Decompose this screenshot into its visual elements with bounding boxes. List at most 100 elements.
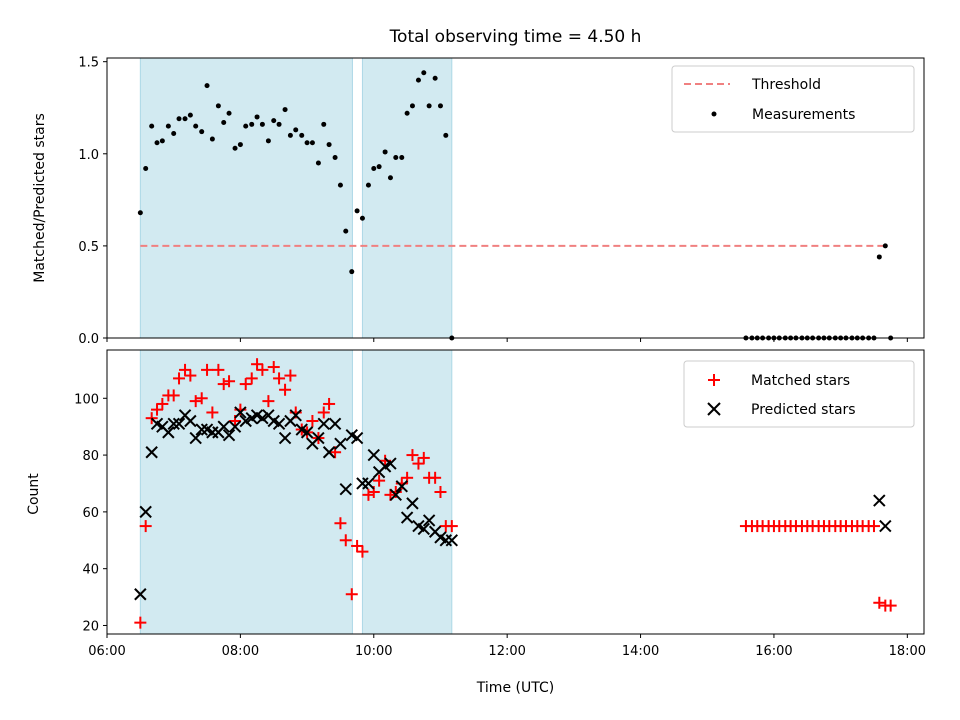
matched-star-point <box>379 454 392 467</box>
y-tick-label: 0.0 <box>78 332 99 347</box>
matched-star-point <box>417 451 430 464</box>
y-tick-label: 1.5 <box>78 56 99 71</box>
matched-star-point <box>201 363 214 376</box>
matched-star-point <box>267 361 280 374</box>
measurement-point <box>199 129 205 135</box>
plot-frame <box>106 57 925 339</box>
predicted-star-point <box>256 411 269 425</box>
legend-measurements: Measurements <box>752 107 855 123</box>
predicted-star-point <box>195 423 208 436</box>
x-tick-label: 16:00 <box>755 644 792 659</box>
measurement-point <box>165 123 171 129</box>
predicted-star-point <box>322 446 336 459</box>
measurement-point <box>254 114 260 120</box>
predicted-star-point <box>272 417 286 431</box>
matched-star-point <box>445 520 458 533</box>
matched-star-point <box>223 375 236 388</box>
measurement-point <box>321 121 327 127</box>
matched-star-point <box>167 389 180 402</box>
matched-star-point <box>134 616 147 629</box>
matched-star-point <box>256 363 269 376</box>
top-panel: Total observing time = 4.50 h 0.0 0.5 1.0 1… <box>32 27 925 347</box>
predicted-star-point <box>339 482 352 496</box>
predicted-star-point <box>873 494 886 507</box>
predicted-star-point <box>222 428 236 442</box>
top-legend: Threshold Measurements <box>671 65 915 133</box>
measurement-point <box>243 123 249 129</box>
x-tick-label: 08:00 <box>222 644 259 659</box>
measurement-point <box>171 131 177 137</box>
matched-star-point <box>434 486 447 498</box>
bottom-panel: 20 40 60 80 100 06:00 08:00 10:00 12:00 14:00 16:0… <box>26 349 926 696</box>
predicted-star-point <box>400 511 414 524</box>
matched-star-point <box>429 471 442 484</box>
measurements-legend-marker <box>711 111 717 117</box>
measurement-point <box>404 110 410 116</box>
measurement-point <box>399 154 405 160</box>
matched-star-point <box>317 406 330 419</box>
predicted-star-point <box>289 409 302 422</box>
predicted-star-point <box>317 417 330 431</box>
x-tick-label: 06:00 <box>88 644 125 659</box>
legend-box <box>671 65 915 133</box>
measurement-point <box>393 154 399 160</box>
predicted-star-point <box>239 414 252 428</box>
y-tick-label: 0.5 <box>78 240 99 255</box>
measurement-point <box>204 83 210 89</box>
measurement-point <box>293 127 299 133</box>
chart-title: Total observing time = 4.50 h <box>389 27 642 47</box>
predicted-star-point <box>384 457 397 470</box>
measurement-point <box>443 132 449 138</box>
predicted-star-point <box>395 480 408 493</box>
bottom-y-axis-label: Count <box>26 473 42 515</box>
legend-box <box>683 360 915 428</box>
observing-window <box>361 57 453 339</box>
plot-frame <box>106 349 925 635</box>
matched-star-point <box>351 539 364 552</box>
matched-star-point <box>206 406 219 419</box>
measurement-point <box>226 110 232 116</box>
top-y-axis-label: Matched/Predicted stars <box>32 113 48 283</box>
measurement-point <box>371 166 377 172</box>
predicted-star-point <box>145 446 158 459</box>
measurement-point <box>382 149 388 155</box>
observing-windows <box>139 57 453 339</box>
matched-star-point <box>356 545 369 558</box>
measurement-point <box>882 243 888 249</box>
matched-star-point <box>195 392 208 405</box>
legend-threshold: Threshold <box>751 77 821 93</box>
predicted-star-point <box>167 417 180 431</box>
y-tick-label: 1.0 <box>78 148 99 163</box>
measurement-point <box>187 112 193 118</box>
predicted-star-point <box>417 522 431 536</box>
matched-star-point <box>406 449 419 462</box>
matched-star-point <box>251 358 264 371</box>
matched-star-point <box>306 415 319 427</box>
measurement-point <box>221 119 227 125</box>
matched-star-point <box>284 369 297 382</box>
matched-star-point <box>179 363 192 376</box>
matched-star-point <box>156 397 169 410</box>
measurement-point <box>149 123 155 129</box>
predicted-star-point <box>389 488 402 502</box>
y-tick-label: 80 <box>82 449 99 464</box>
matched-star-point <box>217 378 230 391</box>
measurement-point <box>415 77 421 83</box>
measurement-point <box>259 121 265 127</box>
predicted-star-point <box>312 431 325 445</box>
measurement-point <box>421 70 427 76</box>
predicted-star-point <box>162 426 175 439</box>
measurement-point <box>265 138 271 144</box>
measurement-point <box>409 103 415 109</box>
measurement-point <box>182 116 188 122</box>
predicted-star-point <box>350 431 364 445</box>
predicted-star-point <box>228 420 242 433</box>
matched-star-point <box>139 520 152 533</box>
predicted-star-point <box>234 406 247 419</box>
predicted-star-point <box>134 588 147 601</box>
measurement-point <box>276 121 282 127</box>
measurement-point <box>143 166 149 172</box>
x-tick-label: 18:00 <box>889 644 926 659</box>
predicted-star-point <box>334 437 347 450</box>
